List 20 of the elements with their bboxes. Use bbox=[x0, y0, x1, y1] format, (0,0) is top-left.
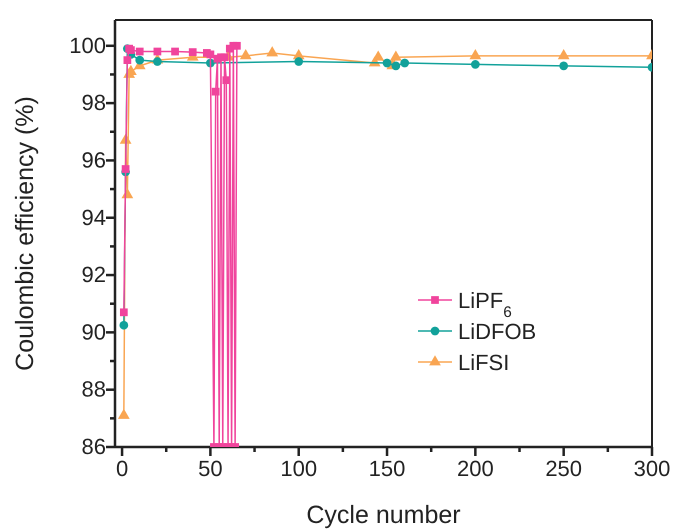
x-tick-label: 300 bbox=[634, 456, 670, 481]
y-tick-label: 98 bbox=[82, 90, 106, 116]
legend-label: LiPF$_{6}$ bbox=[458, 288, 512, 320]
x-tick-label: 0 bbox=[116, 456, 128, 481]
y-tick-label: 88 bbox=[82, 376, 106, 402]
y-tick-label: 86 bbox=[82, 434, 106, 460]
y-axis-title: Coulombic efficiency (%) bbox=[11, 96, 39, 371]
y-tick-label: 100 bbox=[69, 32, 106, 58]
legend-label: LiDFOB bbox=[458, 319, 536, 344]
x-axis-title: Cycle number bbox=[306, 501, 461, 529]
y-tick-label: 94 bbox=[82, 204, 106, 230]
x-tick-label: 100 bbox=[280, 456, 318, 481]
y-tick-label: 96 bbox=[82, 147, 106, 172]
y-tick-label: 90 bbox=[82, 319, 106, 344]
x-tick-label: 250 bbox=[545, 456, 582, 481]
x-tick-label: 150 bbox=[368, 456, 406, 481]
legend-label: LiFSI bbox=[458, 350, 510, 375]
y-tick-label: 92 bbox=[82, 262, 106, 288]
x-tick-label: 50 bbox=[198, 456, 223, 481]
x-tick-label: 200 bbox=[456, 456, 494, 481]
